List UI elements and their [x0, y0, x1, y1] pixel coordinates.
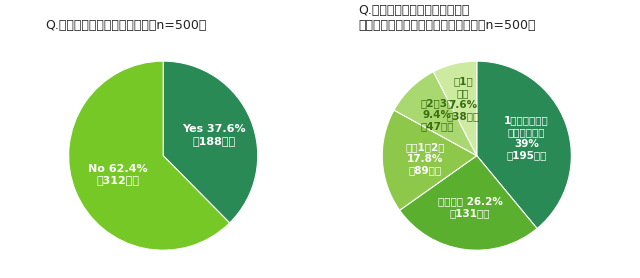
Wedge shape [433, 61, 477, 156]
Wedge shape [382, 110, 477, 210]
Text: Q.お父さんとは同居ですか？（n=500）: Q.お父さんとは同居ですか？（n=500） [45, 19, 207, 32]
Wedge shape [399, 156, 537, 250]
Wedge shape [394, 72, 477, 156]
Text: Yes 37.6%
（188人）: Yes 37.6% （188人） [182, 124, 246, 146]
Text: 毎日話す 26.2%
（131人）: 毎日話す 26.2% （131人） [438, 197, 502, 218]
Text: 週2～3回
9.4%
（47人）: 週2～3回 9.4% （47人） [420, 98, 454, 132]
Text: No 62.4%
（312人）: No 62.4% （312人） [88, 163, 148, 185]
Text: Q.お父さんとの会話の頻度は？
（同居ではない場合、電話でも可）（n=500）: Q.お父さんとの会話の頻度は？ （同居ではない場合、電話でも可）（n=500） [358, 4, 536, 32]
Wedge shape [477, 61, 572, 229]
Text: 1ヶ月以上全く
話していない
39%
（195人）: 1ヶ月以上全く 話していない 39% （195人） [504, 115, 549, 160]
Text: 週1回
程度
7.6%
（38人）: 週1回 程度 7.6% （38人） [446, 76, 479, 121]
Wedge shape [68, 61, 230, 250]
Text: 月に1～2回
17.8%
（89人）: 月に1～2回 17.8% （89人） [405, 142, 445, 175]
Wedge shape [163, 61, 258, 223]
